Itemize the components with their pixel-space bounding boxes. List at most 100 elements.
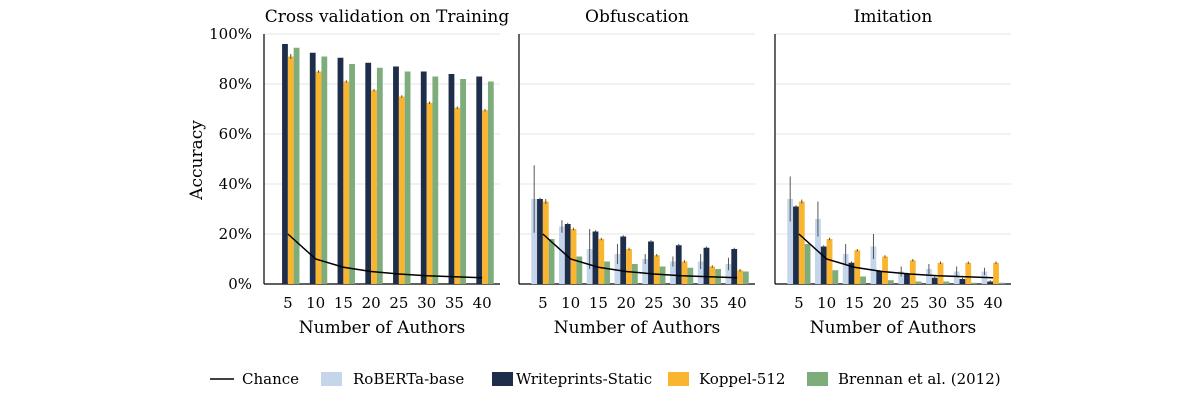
x-tick-label: 15 (589, 294, 608, 312)
x-tick-label: 5 (538, 294, 548, 312)
x-tick-label: 35 (700, 294, 719, 312)
bar (482, 110, 488, 284)
x-tick-label: 20 (362, 294, 381, 312)
bar (798, 201, 805, 284)
y-axis-label: Accuracy (187, 120, 207, 201)
bar (703, 247, 710, 284)
bar (454, 107, 461, 284)
legend-label: Brennan et al. (2012) (838, 370, 1001, 388)
x-tick-label: 30 (928, 294, 947, 312)
bar (787, 199, 794, 284)
x-tick-label: 30 (672, 294, 691, 312)
bar (898, 271, 905, 284)
bar (376, 67, 383, 284)
bar (531, 199, 538, 284)
bar (404, 71, 411, 284)
legend-swatch (807, 372, 828, 386)
x-tick-label: 40 (473, 294, 492, 312)
x-tick-label: 25 (389, 294, 408, 312)
bar (709, 266, 716, 284)
legend-item-koppel: Koppel-512 (668, 370, 785, 388)
legend-label: Writeprints-Static (516, 370, 652, 388)
legend-item-writeprints: Writeprints-Static (492, 370, 652, 388)
bar (460, 79, 466, 284)
chance-line (798, 233, 994, 279)
bar (998, 282, 1005, 284)
bar (670, 261, 676, 284)
y-tick-label: 40% (219, 175, 252, 193)
bar (909, 260, 916, 284)
bar (742, 271, 749, 284)
bar (943, 281, 950, 284)
y-tick-label: 20% (219, 225, 252, 243)
x-tick-label: 40 (728, 294, 747, 312)
bar (926, 269, 932, 284)
bar (542, 201, 549, 284)
bar (287, 56, 294, 284)
x-axis-label: Number of Authors (299, 318, 465, 338)
legend-label: RoBERTa-base (353, 370, 464, 388)
bar (432, 76, 439, 284)
bar (870, 246, 877, 284)
chance-line (287, 233, 483, 279)
panel-3: Imitation 5 10 15 20 25 30 35 40 Number of Author… (774, 7, 1011, 338)
panel-2: Obfuscation 5 10 15 20 25 30 35 40 Number of Auth… (518, 7, 755, 338)
legend-item-brennan: Brennan et al. (2012) (807, 370, 1001, 388)
legend-label: Chance (242, 370, 299, 388)
bar (848, 262, 855, 284)
bar (631, 264, 638, 284)
bar (448, 74, 455, 284)
bar (614, 254, 621, 284)
bar (971, 282, 977, 284)
x-tick-label: 10 (561, 294, 580, 312)
x-tick-label: 25 (900, 294, 919, 312)
bar (604, 261, 610, 284)
y-tick-label: 100% (209, 25, 252, 43)
bar (349, 64, 355, 284)
bar (993, 262, 999, 284)
bar (576, 256, 583, 284)
y-tick-label: 80% (219, 75, 252, 93)
bar (653, 255, 660, 284)
legend-item-roberta: RoBERTa-base (321, 370, 464, 388)
bar (371, 90, 377, 284)
x-tick-label: 20 (873, 294, 892, 312)
x-tick-label: 10 (817, 294, 836, 312)
bar (820, 246, 827, 284)
bar (337, 57, 344, 284)
x-axis-label: Number of Authors (554, 318, 720, 338)
bar (737, 270, 743, 284)
legend-swatch (492, 372, 513, 386)
bar (420, 71, 427, 284)
x-tick-label: 5 (794, 294, 804, 312)
bar (476, 76, 483, 284)
bar (548, 239, 555, 284)
bar (570, 229, 577, 284)
panel-title: Cross validation on Training (265, 7, 510, 27)
bar (915, 281, 922, 284)
y-tick-label: 0% (228, 275, 252, 293)
bar (804, 244, 811, 284)
bar (592, 231, 599, 284)
legend-swatch (668, 372, 689, 386)
bar (626, 249, 632, 284)
x-tick-label: 40 (984, 294, 1003, 312)
legend-swatch (321, 372, 342, 386)
bar (559, 226, 565, 284)
bar (343, 81, 350, 284)
x-tick-label: 10 (306, 294, 325, 312)
x-tick-label: 30 (417, 294, 436, 312)
bar (697, 261, 704, 284)
bar (937, 262, 944, 284)
bar (931, 277, 938, 284)
x-axis-label: Number of Authors (810, 318, 976, 338)
x-tick-label: 35 (956, 294, 975, 312)
bar (876, 271, 883, 284)
legend-label: Koppel-512 (699, 370, 785, 388)
bar (487, 81, 494, 284)
bar (537, 199, 543, 284)
bar (598, 239, 605, 284)
bar (315, 71, 322, 284)
bar (965, 262, 972, 284)
bar (321, 56, 328, 284)
